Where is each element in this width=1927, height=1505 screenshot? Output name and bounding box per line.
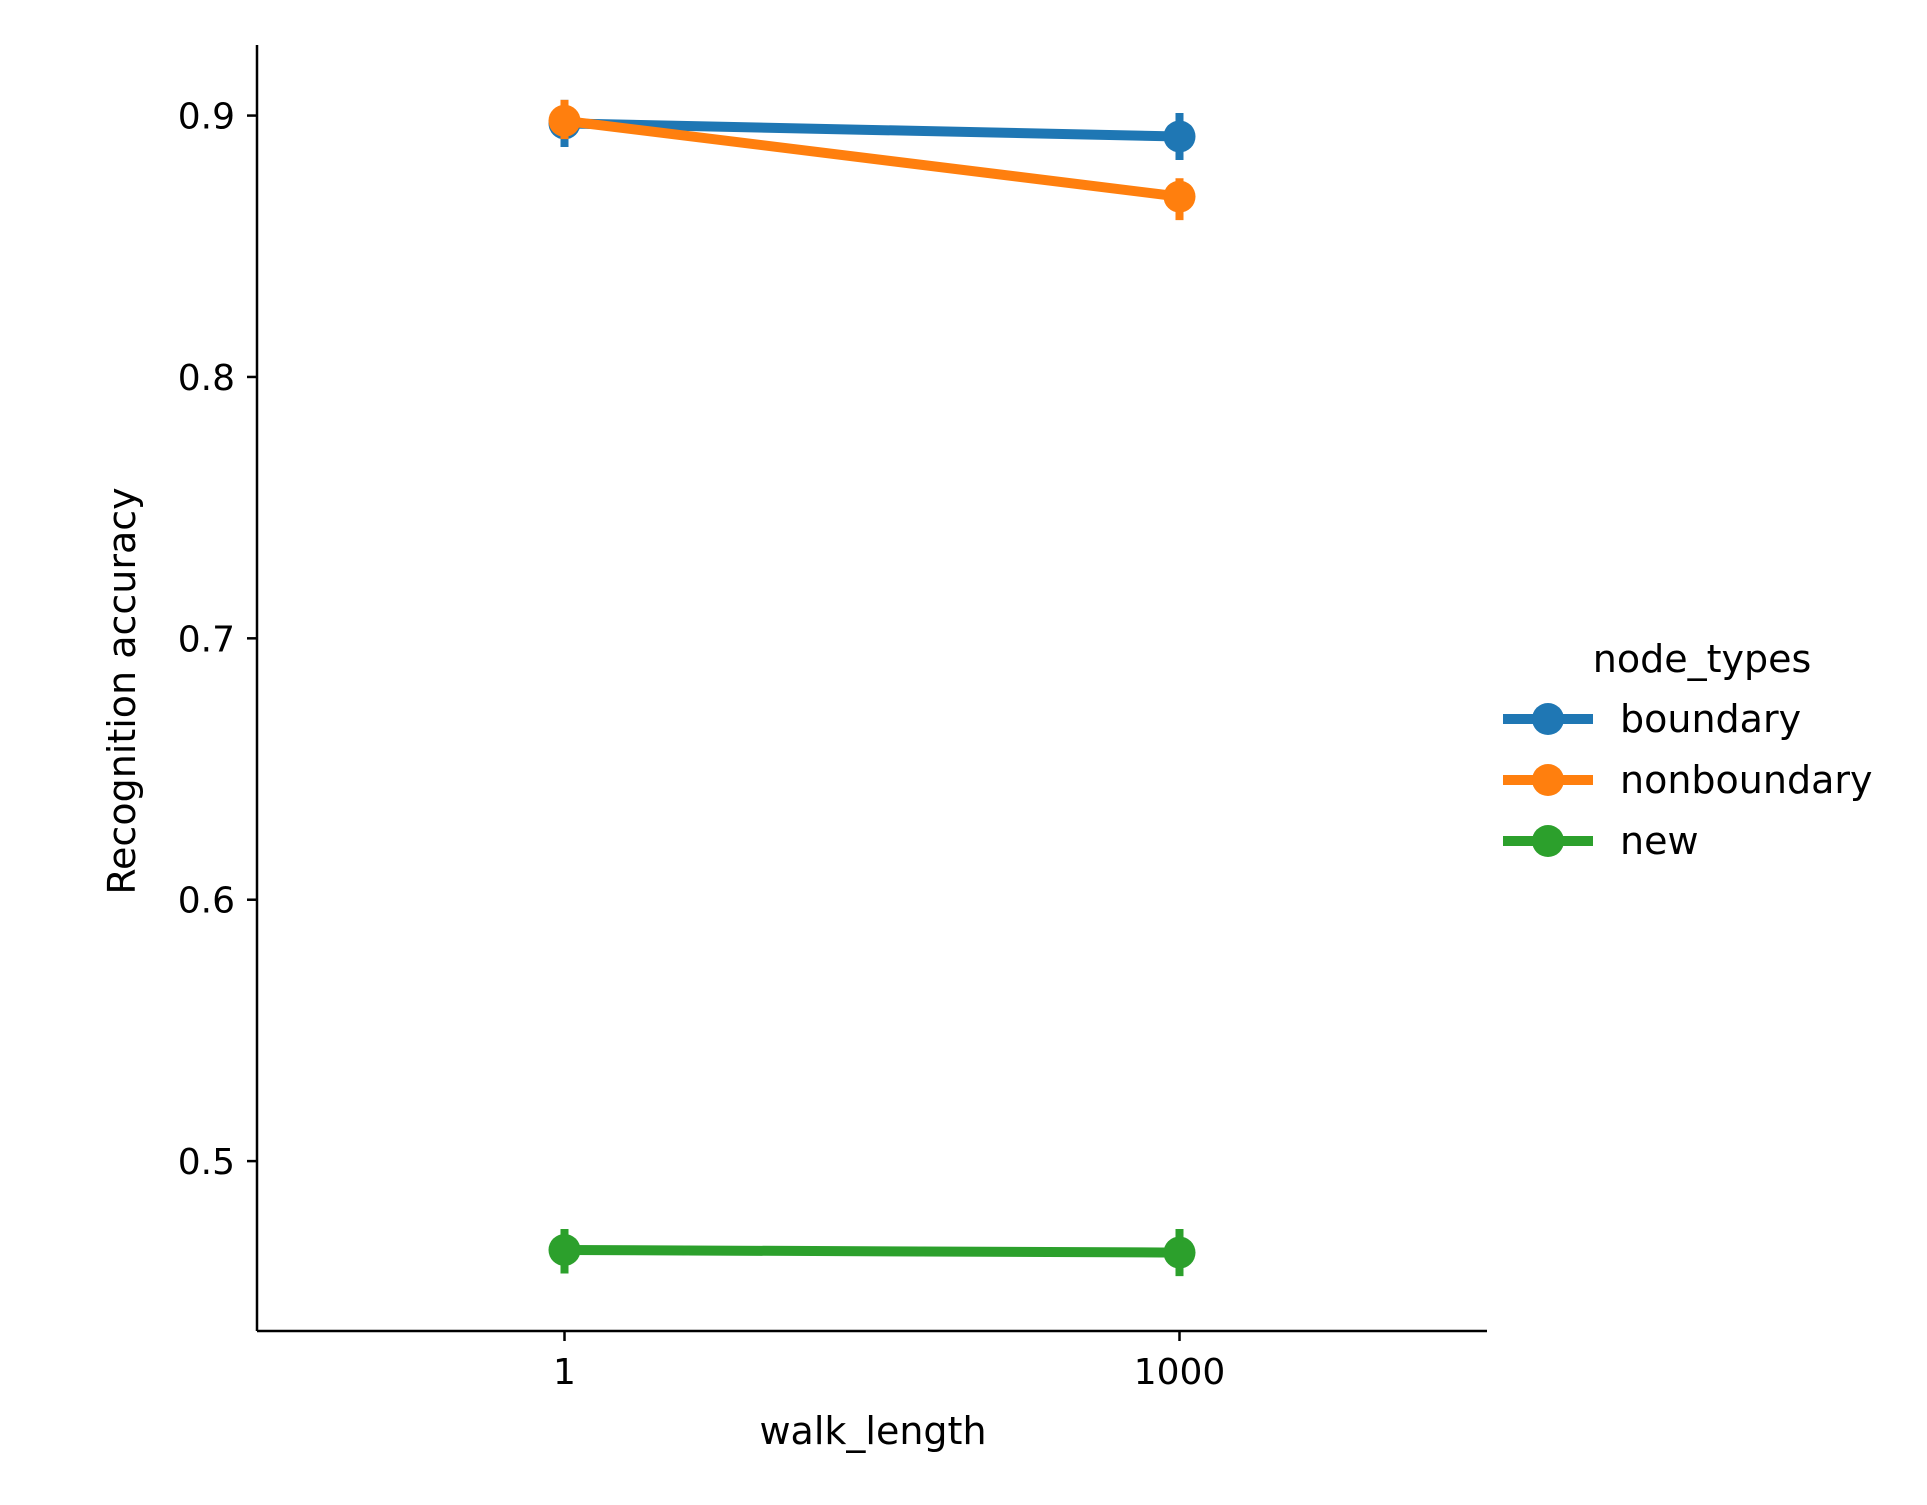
legend-item-nonboundary: nonboundary xyxy=(1503,758,1872,802)
x-tick-label: 1000 xyxy=(1134,1352,1226,1393)
series-line-boundary xyxy=(559,118,1185,142)
legend-label: nonboundary xyxy=(1620,758,1872,802)
legend-title: node_types xyxy=(1593,637,1812,681)
legend-item-boundary: boundary xyxy=(1503,697,1801,741)
data-point xyxy=(548,104,581,137)
data-point xyxy=(1163,180,1196,213)
y-axis-title: Recognition accuracy xyxy=(100,487,144,894)
x-axis-title: walk_length xyxy=(759,1409,986,1453)
x-tick-label: 1 xyxy=(553,1352,576,1393)
legend-swatch-marker xyxy=(1532,703,1564,735)
series-line-nonboundary xyxy=(559,115,1185,202)
legend: node_types boundary nonboundary new xyxy=(1503,637,1872,863)
series-nonboundary xyxy=(548,99,1196,221)
y-tick-label: 0.5 xyxy=(178,1142,235,1183)
legend-swatch-marker xyxy=(1532,764,1564,796)
legend-label: new xyxy=(1620,819,1699,863)
y-tick-label: 0.8 xyxy=(178,358,235,399)
plot-area xyxy=(548,99,1196,1277)
data-point xyxy=(548,1233,581,1266)
series-line-new xyxy=(559,1244,1185,1258)
y-tick-label: 0.6 xyxy=(178,881,235,922)
y-tick-label: 0.9 xyxy=(178,97,235,138)
legend-swatch-marker xyxy=(1532,825,1564,857)
data-point xyxy=(1163,120,1196,153)
axes: 0.5 0.6 0.7 0.8 0.9 1 1000 xyxy=(178,45,1487,1393)
data-point xyxy=(1163,1236,1196,1269)
legend-label: boundary xyxy=(1620,697,1801,741)
legend-item-new: new xyxy=(1503,819,1699,863)
y-tick-label: 0.7 xyxy=(178,619,235,660)
series-new xyxy=(548,1229,1196,1277)
